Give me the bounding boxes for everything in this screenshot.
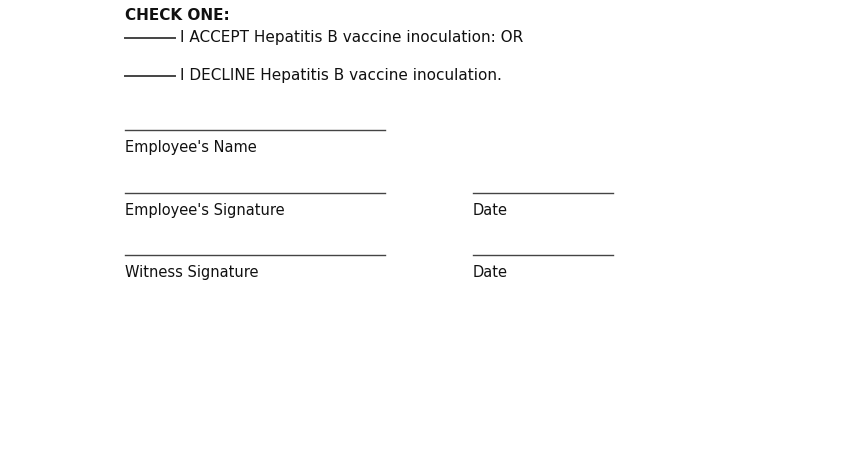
Text: CHECK ONE:: CHECK ONE: [125,8,230,23]
Text: Date: Date [473,265,508,280]
Text: Date: Date [473,203,508,218]
Text: Employee's Signature: Employee's Signature [125,203,285,218]
Text: I DECLINE Hepatitis B vaccine inoculation.: I DECLINE Hepatitis B vaccine inoculatio… [180,68,502,83]
Text: Witness Signature: Witness Signature [125,265,258,280]
Text: I ACCEPT Hepatitis B vaccine inoculation: OR: I ACCEPT Hepatitis B vaccine inoculation… [180,30,524,45]
Text: Employee's Name: Employee's Name [125,140,257,155]
